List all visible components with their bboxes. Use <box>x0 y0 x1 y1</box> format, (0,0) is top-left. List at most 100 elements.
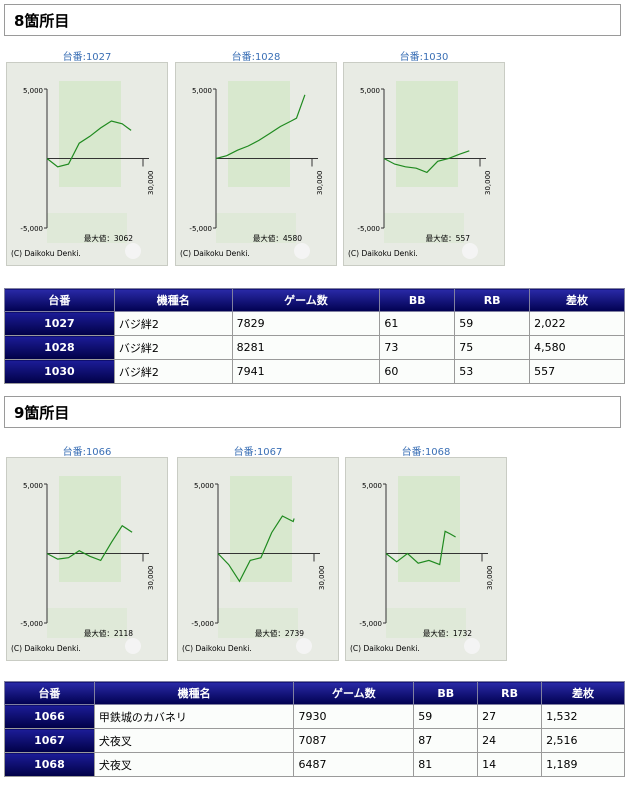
machine-name: 甲鉄城のカバネリ <box>93 704 295 729</box>
bb-count: 60 <box>379 359 456 384</box>
x-axis-label: 30,000 <box>318 566 326 591</box>
slump-graph: 5,000 -5,000 30,000 最大値：3062 (C) Daikoku Den… <box>6 62 168 266</box>
table-row: 1027 バジ絆2 7829 61 59 2,022 <box>4 311 625 336</box>
series-line <box>385 530 456 566</box>
rb-count: 27 <box>477 704 543 729</box>
background-building <box>59 476 121 582</box>
max-value-label: 最大値：4580 <box>253 233 302 243</box>
table-row: 1067 犬夜叉 7087 87 24 2,516 <box>4 728 625 753</box>
table-header-row: 台番 機種名 ゲーム数 BB RB 差枚 <box>4 288 625 312</box>
table-header-row: 台番 機種名 ゲーム数 BB RB 差枚 <box>4 681 625 705</box>
machine-name: バジ絆2 <box>113 335 233 360</box>
diff-coins: 557 <box>529 359 625 384</box>
copyright-label: (C) Daikoku Denki. <box>11 249 81 258</box>
series-line <box>46 524 133 562</box>
graph-title[interactable]: 台番:1030 <box>399 52 449 63</box>
graph-title[interactable]: 台番:1066 <box>62 447 112 458</box>
machine-table: 台番 機種名 ゲーム数 BB RB 差枚 1027 バジ絆2 7829 61 5… <box>4 288 625 384</box>
x-axis-label: 30,000 <box>147 171 155 196</box>
background-building <box>230 476 292 582</box>
graph-card-1028: 台番:1028 5,000 -5,000 30,000 最大値：4580 (C) Dai… <box>175 48 337 268</box>
machine-name: バジ絆2 <box>113 359 233 384</box>
col-header: RB <box>477 681 543 705</box>
y-tick-label-top: 5,000 <box>23 87 43 95</box>
series-line <box>383 150 470 174</box>
rb-count: 75 <box>454 335 531 360</box>
slump-graph: 5,000 -5,000 30,000 最大値：4580 (C) Daikoku Den… <box>175 62 337 266</box>
max-value-label: 最大値：3062 <box>84 233 133 243</box>
background-disc <box>294 243 310 259</box>
y-tick-label-bottom: -5,000 <box>357 225 380 233</box>
copyright-label: (C) Daikoku Denki. <box>11 644 81 653</box>
section-header: 9箇所目 <box>4 396 621 428</box>
diff-coins: 1,189 <box>541 752 625 777</box>
machine-name: バジ絆2 <box>113 311 233 336</box>
diff-coins: 4,580 <box>529 335 625 360</box>
max-value-label: 最大値：2739 <box>255 628 304 638</box>
background-floor <box>384 213 464 243</box>
slump-graph: 5,000 -5,000 30,000 最大値：2739 (C) Daikoku Den… <box>177 457 339 661</box>
machine-number-link[interactable]: 1067 <box>4 728 95 753</box>
x-axis-label: 30,000 <box>484 171 492 196</box>
graph-title[interactable]: 台番:1027 <box>62 52 112 63</box>
background-disc <box>125 243 141 259</box>
background-floor <box>216 213 296 243</box>
graph-card-1066: 台番:1066 5,000 -5,000 30,000 最大値：2118 (C) Dai… <box>6 443 168 661</box>
y-tick-label-bottom: -5,000 <box>359 620 382 628</box>
bb-count: 61 <box>379 311 456 336</box>
y-tick-label-top: 5,000 <box>360 87 380 95</box>
x-axis-label: 30,000 <box>147 566 155 591</box>
machine-number-link[interactable]: 1028 <box>4 335 115 360</box>
copyright-label: (C) Daikoku Denki. <box>350 644 420 653</box>
graph-title[interactable]: 台番:1067 <box>233 447 283 458</box>
section-header: 8箇所目 <box>4 4 621 36</box>
col-header: RB <box>454 288 531 312</box>
copyright-label: (C) Daikoku Denki. <box>180 249 250 258</box>
machine-name: 犬夜叉 <box>93 752 295 777</box>
y-tick-label-bottom: -5,000 <box>191 620 214 628</box>
background-building <box>396 81 458 187</box>
diff-coins: 2,516 <box>541 728 625 753</box>
machine-table: 台番 機種名 ゲーム数 BB RB 差枚 1066 甲鉄城のカバネリ 7930 … <box>4 681 625 777</box>
background-building <box>59 81 121 187</box>
copyright-label: (C) Daikoku Denki. <box>348 249 418 258</box>
y-tick-label-bottom: -5,000 <box>189 225 212 233</box>
col-header: 機種名 <box>113 288 233 312</box>
y-tick-label-bottom: -5,000 <box>20 225 43 233</box>
machine-number-link[interactable]: 1027 <box>4 311 115 336</box>
max-value-label: 最大値：1732 <box>423 628 472 638</box>
graph-title[interactable]: 台番:1028 <box>231 52 281 63</box>
y-tick-label-top: 5,000 <box>23 482 43 490</box>
game-count: 7829 <box>231 311 381 336</box>
rb-count: 59 <box>454 311 531 336</box>
table-row: 1068 犬夜叉 6487 81 14 1,189 <box>4 752 625 777</box>
background-building <box>228 81 290 187</box>
col-header: 機種名 <box>93 681 295 705</box>
machine-number-link[interactable]: 1030 <box>4 359 115 384</box>
rb-count: 53 <box>454 359 531 384</box>
game-count: 7930 <box>293 704 415 729</box>
background-disc <box>125 638 141 654</box>
col-header: 台番 <box>4 288 115 312</box>
y-tick-label-top: 5,000 <box>192 87 212 95</box>
col-header: ゲーム数 <box>293 681 415 705</box>
table-row: 1030 バジ絆2 7941 60 53 557 <box>4 359 625 384</box>
graph-card-1067: 台番:1067 5,000 -5,000 30,000 最大値：2739 (C) Dai… <box>177 443 339 661</box>
table-row: 1066 甲鉄城のカバネリ 7930 59 27 1,532 <box>4 704 625 729</box>
background-disc <box>296 638 312 654</box>
graph-title[interactable]: 台番:1068 <box>401 447 451 458</box>
machine-number-link[interactable]: 1066 <box>4 704 95 729</box>
machine-number-link[interactable]: 1068 <box>4 752 95 777</box>
copyright-label: (C) Daikoku Denki. <box>182 644 252 653</box>
col-header: ゲーム数 <box>231 288 381 312</box>
y-tick-label-top: 5,000 <box>194 482 214 490</box>
series-line <box>215 94 306 160</box>
table-row: 1028 バジ絆2 8281 73 75 4,580 <box>4 335 625 360</box>
col-header: BB <box>413 681 479 705</box>
background-floor <box>218 608 298 638</box>
background-building <box>398 476 460 582</box>
slump-graph: 5,000 -5,000 30,000 最大値：1732 (C) Daikoku Den… <box>345 457 507 661</box>
graph-card-1027: 台番:1027 5,000 -5,000 30,000 最大値：3062 (C) Dai… <box>6 48 168 268</box>
diff-coins: 1,532 <box>541 704 625 729</box>
col-header: 差枚 <box>529 288 625 312</box>
